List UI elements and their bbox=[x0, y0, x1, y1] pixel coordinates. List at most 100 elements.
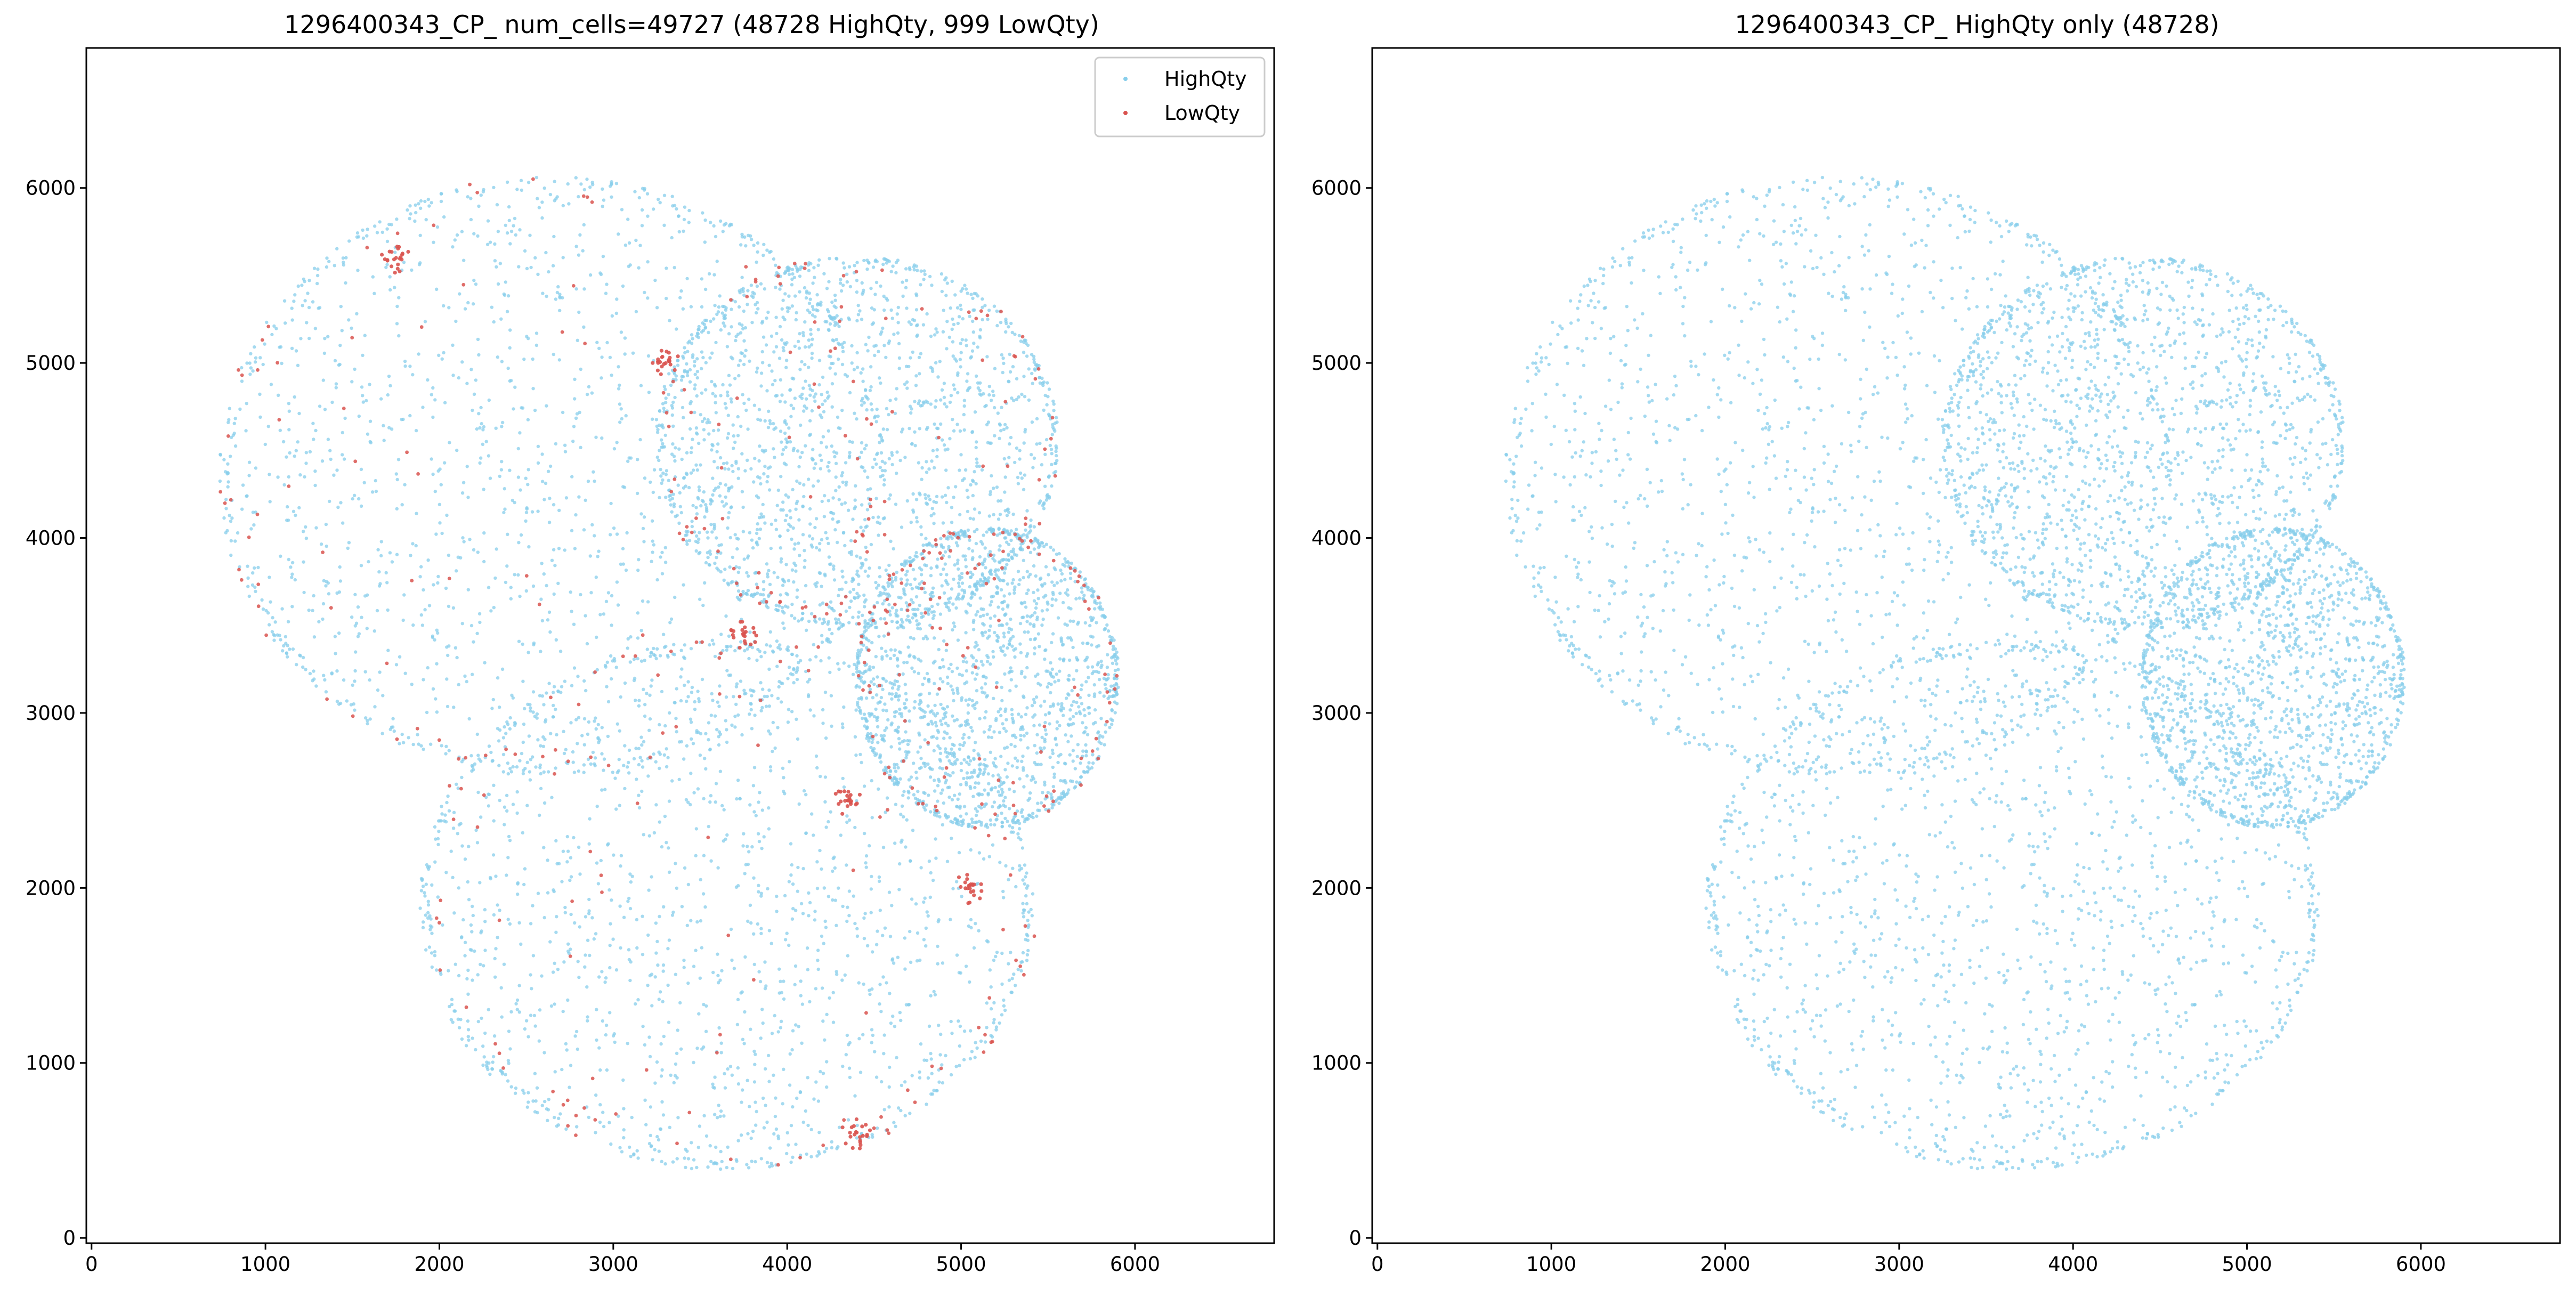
highqty-point bbox=[848, 605, 852, 610]
highqty-point bbox=[837, 426, 840, 430]
highqty-point bbox=[843, 266, 846, 270]
highqty-point bbox=[939, 702, 943, 707]
highqty-point bbox=[1020, 615, 1024, 620]
highqty-point bbox=[889, 582, 893, 586]
highqty-point bbox=[868, 844, 871, 848]
highqty-point bbox=[878, 376, 881, 380]
highqty-point bbox=[1067, 674, 1071, 678]
highqty-point bbox=[517, 984, 521, 987]
highqty-point bbox=[929, 566, 933, 570]
highqty-point bbox=[622, 1136, 626, 1140]
highqty-point bbox=[440, 357, 444, 361]
highqty-point bbox=[788, 388, 792, 392]
highqty-point bbox=[1051, 632, 1055, 636]
highqty-point bbox=[531, 954, 536, 958]
highqty-point bbox=[660, 423, 664, 427]
highqty-point bbox=[325, 265, 329, 269]
highqty-point bbox=[386, 608, 390, 612]
highqty-point bbox=[663, 546, 668, 550]
highqty-point bbox=[673, 459, 677, 463]
highqty-point bbox=[905, 660, 909, 664]
highqty-point bbox=[826, 465, 830, 468]
highqty-point bbox=[989, 616, 993, 620]
highqty-point bbox=[682, 217, 686, 222]
highqty-point bbox=[914, 384, 918, 387]
highqty-point bbox=[888, 399, 892, 402]
highqty-point bbox=[870, 306, 874, 310]
highqty-point bbox=[519, 179, 523, 182]
highqty-point bbox=[938, 666, 942, 670]
highqty-point bbox=[1047, 682, 1051, 686]
highqty-point bbox=[846, 508, 850, 512]
highqty-point bbox=[357, 414, 361, 418]
highqty-point bbox=[1000, 406, 1003, 409]
highqty-point bbox=[919, 866, 923, 870]
highqty-point bbox=[862, 982, 865, 986]
highqty-point bbox=[519, 488, 522, 492]
highqty-point bbox=[409, 554, 412, 557]
highqty-point bbox=[1054, 598, 1058, 602]
highqty-point bbox=[774, 603, 779, 607]
highqty-point bbox=[822, 515, 827, 518]
highqty-point bbox=[738, 566, 741, 570]
highqty-point bbox=[890, 697, 894, 701]
highqty-point bbox=[776, 726, 780, 729]
highqty-point bbox=[233, 539, 237, 543]
highqty-point bbox=[293, 395, 296, 399]
highqty-point bbox=[958, 792, 962, 796]
highqty-point bbox=[476, 337, 480, 342]
highqty-point bbox=[833, 617, 838, 621]
highqty-point bbox=[913, 444, 917, 448]
highqty-point bbox=[272, 633, 276, 637]
highqty-point bbox=[852, 588, 856, 591]
highqty-point bbox=[1056, 616, 1060, 620]
highqty-point bbox=[272, 324, 276, 328]
highqty-point bbox=[668, 319, 671, 322]
highqty-point bbox=[570, 475, 574, 479]
highqty-point bbox=[915, 516, 919, 520]
highqty-point bbox=[970, 479, 975, 482]
highqty-point bbox=[566, 182, 570, 186]
highqty-point bbox=[718, 1114, 722, 1118]
highqty-point bbox=[920, 477, 924, 481]
highqty-point bbox=[960, 533, 965, 537]
highqty-point bbox=[344, 256, 348, 260]
highqty-point bbox=[479, 193, 483, 197]
highqty-point bbox=[766, 606, 770, 610]
highqty-point bbox=[1055, 453, 1058, 458]
highqty-point bbox=[940, 388, 944, 392]
highqty-point bbox=[414, 210, 418, 215]
highqty-point bbox=[831, 512, 836, 516]
highqty-point bbox=[879, 451, 884, 455]
highqty-point bbox=[646, 260, 650, 264]
highqty-point bbox=[862, 258, 866, 263]
highqty-point bbox=[1003, 653, 1007, 657]
highqty-point bbox=[531, 387, 535, 391]
highqty-point bbox=[752, 480, 756, 484]
highqty-point bbox=[388, 384, 392, 387]
highqty-point bbox=[799, 902, 804, 906]
highqty-point bbox=[807, 891, 811, 895]
highqty-point bbox=[634, 238, 638, 242]
highqty-point bbox=[228, 514, 231, 517]
highqty-point bbox=[633, 190, 637, 193]
highqty-point bbox=[960, 338, 965, 342]
highqty-point bbox=[610, 623, 613, 627]
highqty-point bbox=[869, 745, 873, 750]
highqty-point bbox=[540, 200, 544, 204]
highqty-point bbox=[790, 283, 794, 287]
highqty-point bbox=[568, 1085, 571, 1089]
highqty-point bbox=[939, 572, 943, 577]
highqty-point bbox=[1021, 727, 1025, 731]
highqty-point bbox=[927, 494, 930, 498]
highqty-point bbox=[1050, 463, 1054, 466]
highqty-point bbox=[847, 265, 852, 269]
highqty-point bbox=[596, 555, 600, 558]
highqty-point bbox=[882, 478, 886, 482]
highqty-point bbox=[271, 616, 274, 620]
highqty-point bbox=[619, 695, 622, 699]
highqty-point bbox=[294, 349, 298, 353]
highqty-point bbox=[482, 488, 485, 491]
highqty-point bbox=[935, 455, 939, 459]
highqty-point bbox=[917, 355, 921, 359]
